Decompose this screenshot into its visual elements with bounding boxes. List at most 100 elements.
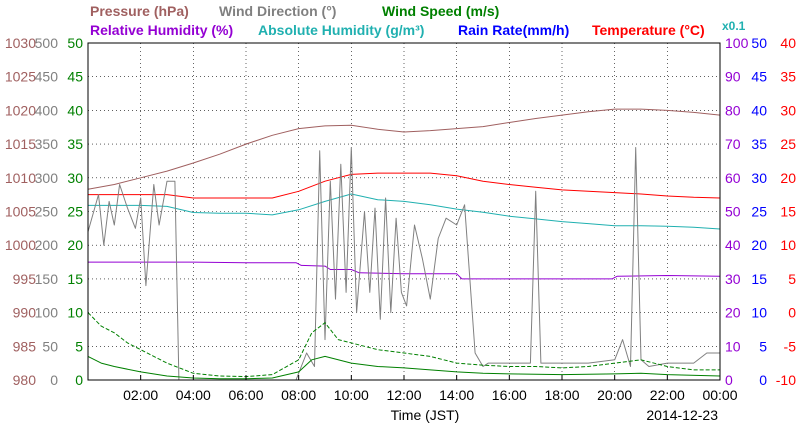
temperature-tick: 10 [780, 237, 796, 253]
wind-direction-tick: 0 [50, 372, 58, 388]
temperature-tick: 35 [780, 69, 796, 85]
x-tick-label: 20:00 [597, 387, 632, 403]
temperature-tick: -10 [776, 372, 796, 388]
series-wind-speed-m-s [87, 312, 720, 378]
temperature-tick: 40 [780, 35, 796, 51]
x-tick-label: 08:00 [281, 387, 316, 403]
rain-rate-tick: 5 [759, 338, 767, 354]
pressure-tick: 1000 [5, 237, 36, 253]
x-tick-label: 10:00 [334, 387, 369, 403]
wind-direction-tick: 300 [35, 170, 59, 186]
wind-speed-tick: 10 [67, 305, 83, 321]
temperature-tick: 20 [780, 170, 796, 186]
x-tick-label: 00:00 [702, 387, 737, 403]
legend-absolute-humidity: Absolute Humidity (g/m³) [258, 22, 424, 38]
wind-direction-tick: 400 [35, 102, 59, 118]
wind-speed-tick: 35 [67, 136, 83, 152]
x-tick-label: 12:00 [386, 387, 421, 403]
y-tick-labels: 1030102510201015101010051000995990985980… [5, 35, 796, 388]
grid [88, 43, 720, 380]
pressure-tick: 1015 [5, 136, 36, 152]
wind-speed-tick: 5 [75, 338, 83, 354]
pressure-tick: 1030 [5, 35, 36, 51]
rain-rate-tick: 30 [751, 170, 767, 186]
wind-direction-tick: 350 [35, 136, 59, 152]
rain-rate-tick: 45 [751, 69, 767, 85]
wind-speed-tick: 15 [67, 271, 83, 287]
legend-pressure: Pressure (hPa) [90, 3, 189, 19]
x-tick-label: 06:00 [228, 387, 263, 403]
wind-direction-tick: 100 [35, 305, 59, 321]
wind-speed-tick: 20 [67, 237, 83, 253]
relative-humidity-tick: 50 [725, 204, 741, 220]
legend-relative-humidity: Relative Humidity (%) [90, 22, 233, 38]
wind-direction-tick: 200 [35, 237, 59, 253]
rain-rate-tick: 15 [751, 271, 767, 287]
wind-direction-tick: 450 [35, 69, 59, 85]
rain-rate-tick: 50 [751, 35, 767, 51]
pressure-tick: 990 [13, 305, 37, 321]
date-label: 2014-12-23 [646, 407, 718, 423]
temperature-tick: -5 [784, 338, 797, 354]
temperature-tick: 30 [780, 102, 796, 118]
relative-humidity-tick: 60 [725, 170, 741, 186]
wind-speed-tick: 30 [67, 170, 83, 186]
temperature-tick: 5 [788, 271, 796, 287]
relative-humidity-tick: 80 [725, 102, 741, 118]
pressure-tick: 1020 [5, 102, 36, 118]
wind-speed-tick: 25 [67, 204, 83, 220]
x-tick-label: 14:00 [439, 387, 474, 403]
wind-speed-tick: 40 [67, 102, 83, 118]
pressure-tick: 1025 [5, 69, 36, 85]
series-wind-direction [87, 147, 720, 381]
series-wind-speed-m-s-mean [87, 355, 721, 380]
relative-humidity-tick: 0 [725, 372, 733, 388]
temperature-tick: 25 [780, 136, 796, 152]
rain-rate-tick: 25 [751, 204, 767, 220]
rain-rate-tick: 10 [751, 305, 767, 321]
wind-speed-tick: 50 [67, 35, 83, 51]
pressure-tick: 1010 [5, 170, 36, 186]
pressure-tick: 980 [13, 372, 37, 388]
series-temperature-c [88, 172, 721, 199]
rain-rate-tick: 0 [759, 372, 767, 388]
x-tick-label: 22:00 [650, 387, 685, 403]
rain-rate-tick: 40 [751, 102, 767, 118]
relative-humidity-tick: 70 [725, 136, 741, 152]
x-tick-label: 02:00 [123, 387, 158, 403]
legend-temperature: Temperature (°C) [592, 22, 705, 38]
relative-humidity-tick: 20 [725, 305, 741, 321]
relative-humidity-tick: 100 [725, 35, 749, 51]
x-tick-label: 18:00 [544, 387, 579, 403]
wind-speed-tick: 45 [67, 69, 83, 85]
wind-direction-tick: 500 [35, 35, 59, 51]
legend-scale-note: x0.1 [722, 19, 746, 33]
relative-humidity-tick: 90 [725, 69, 741, 85]
series-pressure-hpa [87, 108, 721, 190]
legend-wind-speed: Wind Speed (m/s) [382, 3, 499, 19]
x-tick-label: 16:00 [492, 387, 527, 403]
plot-series [87, 108, 721, 381]
pressure-tick: 1005 [5, 204, 36, 220]
pressure-tick: 995 [13, 271, 37, 287]
series-absolute-humidity-g-m-x0-1 [88, 193, 721, 230]
legend-rain-rate: Rain Rate(mm/h) [458, 22, 569, 38]
rain-rate-tick: 35 [751, 136, 767, 152]
wind-direction-tick: 150 [35, 271, 59, 287]
temperature-tick: 15 [780, 204, 796, 220]
relative-humidity-tick: 10 [725, 338, 741, 354]
pressure-tick: 985 [13, 338, 37, 354]
temperature-tick: 0 [788, 305, 796, 321]
wind-direction-tick: 250 [35, 204, 59, 220]
x-tick-labels: 02:00 04:00 06:00 08:00 10:00 12:00 14:00 16:00… [123, 375, 738, 403]
x-axis-label: Time (JST) [391, 407, 460, 423]
rain-rate-tick: 20 [751, 237, 767, 253]
legend-wind-direction: Wind Direction (°) [219, 3, 336, 19]
x-tick-label: 04:00 [176, 387, 211, 403]
wind-speed-tick: 0 [75, 372, 83, 388]
relative-humidity-tick: 40 [725, 237, 741, 253]
wind-direction-tick: 50 [42, 338, 58, 354]
relative-humidity-tick: 30 [725, 271, 741, 287]
